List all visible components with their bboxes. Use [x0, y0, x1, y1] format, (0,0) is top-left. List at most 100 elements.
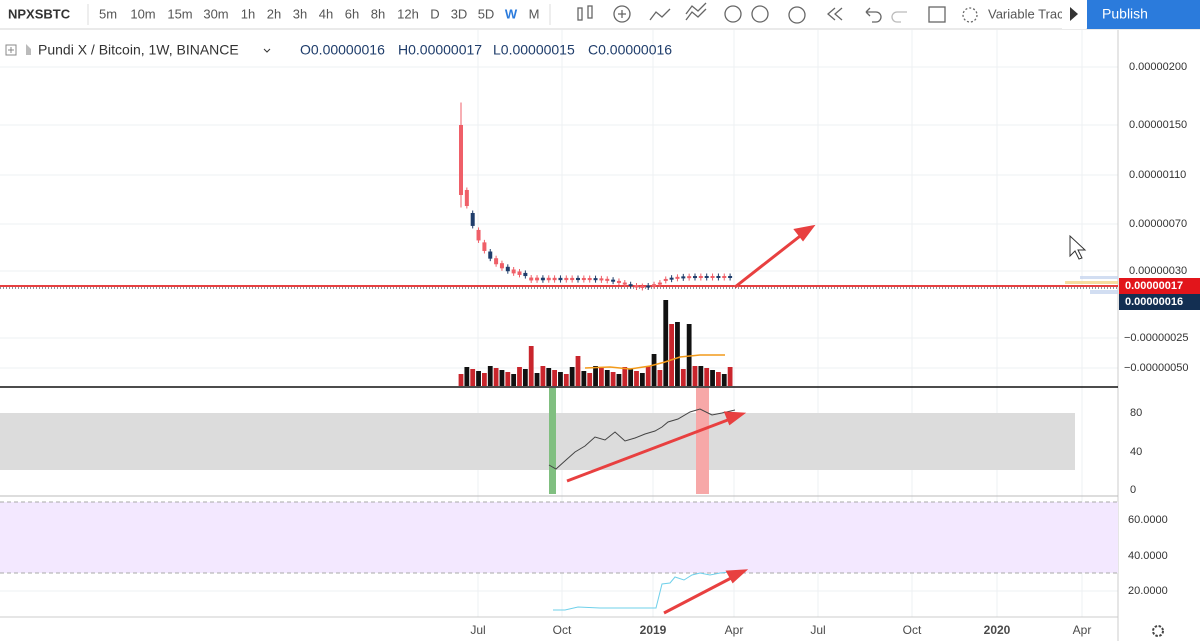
high-tag [1119, 278, 1200, 294]
volume-bar [528, 346, 534, 386]
volume-bar [622, 367, 628, 386]
icon-fullscreen[interactable] [928, 6, 946, 23]
volume-bar [721, 374, 727, 386]
candle-body [640, 285, 645, 289]
volume-bar [645, 366, 651, 386]
volume-bar [675, 322, 680, 386]
volume-bar [569, 367, 575, 386]
icon-compare[interactable] [649, 8, 671, 21]
candle-body [564, 277, 569, 281]
osc-label: 20.0000 [1128, 585, 1168, 597]
publish-button[interactable] [1087, 0, 1200, 29]
candle-body [728, 275, 733, 279]
candle-body [517, 271, 522, 275]
osc-label: 60.0000 [1128, 514, 1168, 526]
candle-body [511, 269, 516, 274]
volume-bar [599, 368, 604, 386]
interval[interactable]: D [430, 6, 439, 21]
interval[interactable]: 4h [319, 6, 333, 21]
icon-redo[interactable] [891, 11, 907, 23]
candle-body [505, 266, 510, 272]
time-label: Jul [470, 623, 485, 637]
symbol[interactable]: NPXSBTC [8, 6, 71, 21]
candle-body [605, 278, 610, 281]
candle-body [687, 276, 692, 279]
volume-bar [476, 371, 481, 386]
legend-title[interactable]: Pundi X / Bitcoin, 1W, BINANCE [38, 42, 239, 58]
profile-bar [1080, 276, 1118, 279]
arrow-head [725, 569, 749, 584]
interval[interactable]: 30m [203, 6, 228, 21]
candle-body [710, 276, 715, 279]
icon-k[interactable] [724, 5, 742, 23]
candle-body [722, 275, 727, 279]
interval[interactable]: 8h [371, 6, 385, 21]
candle-body [570, 277, 575, 281]
interval[interactable]: 6h [345, 6, 359, 21]
interval[interactable]: 1h [241, 6, 255, 21]
interval[interactable]: 3h [293, 6, 307, 21]
toolbar-icons [577, 2, 978, 24]
volume-bar [698, 366, 704, 386]
icon-tool[interactable] [962, 7, 978, 23]
interval[interactable]: 5D [478, 6, 495, 21]
candle-body [704, 276, 709, 279]
time-label: Apr [725, 623, 744, 637]
volume-bar [616, 374, 622, 386]
drawing-tool[interactable]: Variable Trac [988, 6, 1064, 21]
osc-line [553, 571, 731, 611]
candle-body [576, 277, 580, 281]
grid [0, 66, 1118, 592]
icon-undo[interactable] [865, 7, 882, 23]
arrows [566, 224, 816, 615]
candle-body [622, 282, 627, 285]
volume-bar [522, 369, 528, 386]
volume-bar [639, 373, 645, 386]
interval[interactable]: 5m [99, 6, 117, 21]
candle-body [488, 251, 493, 259]
candle-body [616, 280, 621, 283]
price-label: 0.00000030 [1129, 265, 1187, 277]
icon-replay[interactable] [827, 7, 843, 21]
interval[interactable]: 12h [397, 6, 419, 21]
icon-template[interactable] [685, 2, 707, 21]
volume-bar [581, 371, 587, 386]
candle-body [657, 282, 662, 285]
interval[interactable]: 10m [130, 6, 155, 21]
volume-bar [587, 373, 593, 386]
candle-body [546, 277, 551, 281]
candle-body [459, 125, 463, 195]
volume-label: −0.00000025 [1124, 332, 1189, 344]
settings-icon[interactable] [1152, 625, 1164, 637]
candle-body [698, 276, 703, 279]
candle-body [499, 263, 504, 269]
icon-alert[interactable] [788, 6, 806, 24]
interval[interactable]: 2h [267, 6, 281, 21]
icon-indicators[interactable] [613, 5, 631, 23]
candle-body [540, 277, 545, 281]
interval[interactable]: W [505, 6, 518, 21]
volume-bar [704, 368, 710, 386]
candle-body [693, 276, 697, 279]
high-tag-label: 0.00000017 [1125, 280, 1183, 292]
volume-bar [628, 369, 634, 386]
icon-candles-part [587, 5, 593, 19]
volume-bar [686, 324, 692, 386]
time-label: 2019 [640, 623, 667, 637]
arrow-head [723, 411, 747, 426]
candle-body [599, 278, 604, 281]
interval[interactable]: 3D [451, 6, 468, 21]
volume-bar [710, 370, 715, 386]
icon-candles[interactable] [577, 7, 583, 21]
legend-toggle[interactable] [5, 44, 17, 56]
volume-bar [563, 374, 569, 386]
volume-bar [464, 367, 470, 386]
interval[interactable]: 15m [167, 6, 192, 21]
icon-minus[interactable] [751, 5, 769, 23]
interval[interactable]: M [529, 6, 540, 21]
time-label: Jul [810, 623, 825, 637]
volume-bar [575, 356, 581, 386]
volume-bar [669, 324, 674, 386]
close-tag-label: 0.00000016 [1125, 296, 1183, 308]
time-label: Oct [553, 623, 572, 637]
